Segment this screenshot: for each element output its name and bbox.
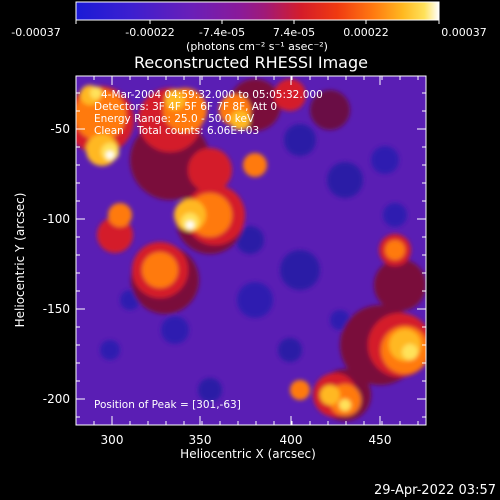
colorbar-tick-label-3: -7.4e-05 [199, 26, 245, 39]
colorbar-ticks [75, 20, 440, 24]
info-line-date: 4-Mar-2004 04:59:32.000 to 05:05:32.000 [101, 89, 323, 101]
colorbar-units: (photons cm⁻² s⁻¹ asec⁻²) [186, 40, 328, 53]
y-tick-label-neg100: -100 [43, 212, 70, 226]
x-tick-label-300: 300 [101, 433, 124, 447]
plot-frame [75, 75, 427, 426]
y-axis-label: Heliocentric Y (arcsec) [13, 193, 27, 328]
axis-ticks [76, 76, 426, 425]
y-tick-label-neg150: -150 [43, 302, 70, 316]
y-tick-label-neg200: -200 [43, 392, 70, 406]
colorbar: -0.00037 -0.00022 -7.4e-05 7.4e-05 0.000… [11, 1, 487, 53]
rhessi-image [76, 76, 426, 425]
info-line-counts: Clean Total counts: 6.06E+03 [94, 125, 259, 137]
info-line-detectors: Detectors: 3F 4F 5F 6F 7F 8F, Att 0 [94, 101, 277, 113]
colorbar-tick-label-1: -0.00037 [11, 26, 60, 39]
footer-datetime: 29-Apr-2022 03:57 [374, 483, 496, 498]
y-tick-label-neg50: -50 [50, 122, 70, 136]
x-tick-label-400: 400 [280, 433, 303, 447]
x-axis-label: Heliocentric X (arcsec) [180, 447, 316, 461]
colorbar-gradient [75, 1, 440, 21]
x-tick-label-450: 450 [369, 433, 392, 447]
colorbar-tick-label-5: 0.00022 [343, 26, 389, 39]
image-title: Reconstructed RHESSI Image [134, 53, 368, 72]
x-tick-label-350: 350 [189, 433, 212, 447]
colorbar-tick-label-4: 7.4e-05 [273, 26, 315, 39]
colorbar-tick-label-2: -0.00022 [125, 26, 174, 39]
peak-position-label: Position of Peak = [301,-63] [94, 399, 241, 411]
info-line-energy: Energy Range: 25.0 - 50.0 keV [94, 113, 255, 125]
colorbar-tick-label-6: 0.00037 [441, 26, 487, 39]
